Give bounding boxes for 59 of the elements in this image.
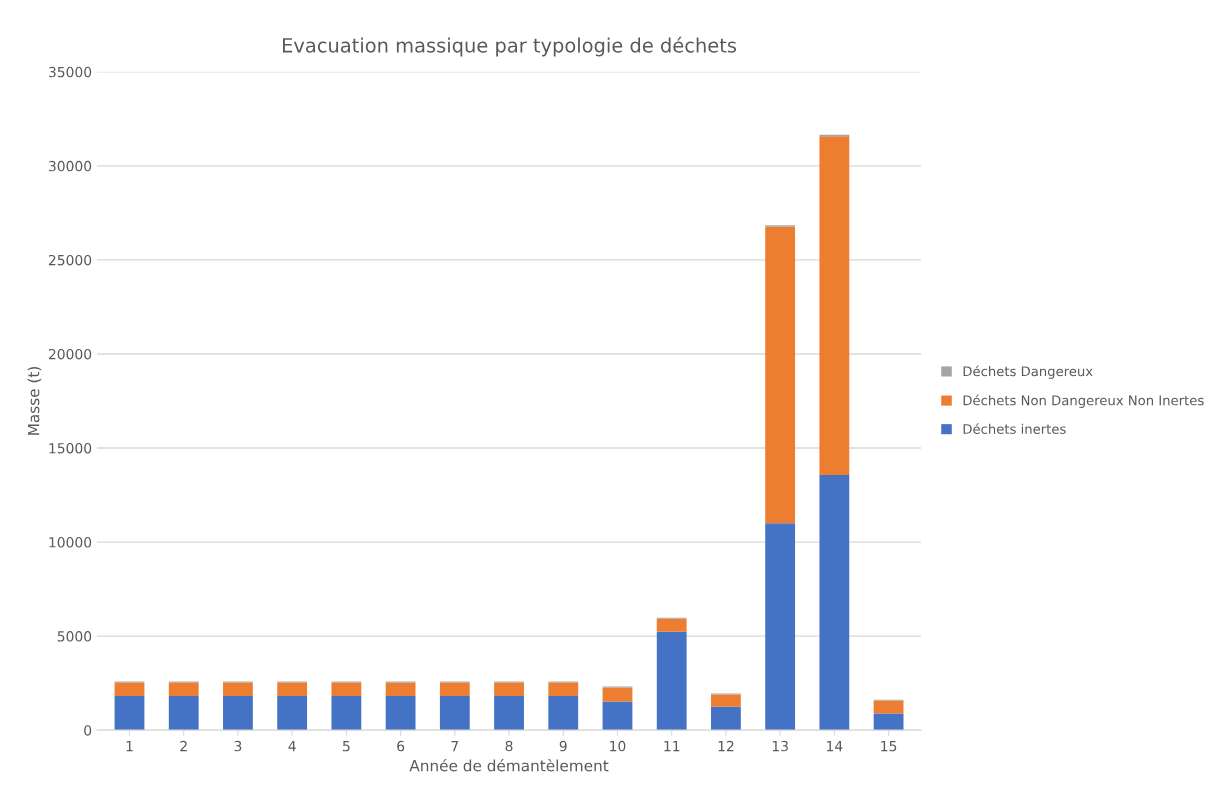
bar [277,682,308,696]
bar [711,706,741,731]
bar [765,523,796,731]
x-axis-title: Année de démantèlement [409,758,609,772]
bar [168,682,199,696]
chart-title: Evacuation massique par typologie de déchets [282,36,737,57]
y-axis-title: Masse (t) [27,366,42,435]
bar [277,695,308,731]
bar [656,631,687,731]
bar [331,695,362,731]
bar [385,682,416,696]
bar [494,682,524,696]
bar [873,700,904,714]
x-tick-label: 15 [881,741,897,752]
bar [602,701,633,731]
bar [602,687,633,702]
x-tick-label: 12 [718,740,734,752]
bar [548,682,579,696]
y-tick-label: 30000 [48,160,92,172]
bar [223,695,253,731]
bar [114,695,145,731]
bar [873,713,904,731]
x-tick-label: 9 [559,740,567,752]
bar [548,695,579,731]
bar [223,682,253,696]
x-tick-label: 14 [827,741,843,752]
bar [439,682,470,696]
bar [114,682,145,696]
legend-label: Déchets Dangereux [963,365,1093,379]
x-tick-label: 2 [180,740,187,752]
x-tick-label: 7 [451,741,459,752]
x-tick-label: 5 [343,741,350,752]
x-tick-label: 6 [397,740,405,752]
x-tick-label: 13 [772,740,788,752]
bar [439,695,470,731]
x-tick-label: 4 [288,741,296,752]
bar [331,682,362,696]
bar [711,694,741,707]
y-tick-label: 0 [84,725,92,736]
y-tick-label: 20000 [48,348,92,360]
x-tick-label: 11 [664,741,680,752]
bar [819,136,850,475]
y-tick-label: 25000 [48,254,92,266]
y-tick-label: 15000 [49,442,92,454]
y-tick-label: 10000 [49,537,92,548]
x-tick-label: 1 [126,741,133,752]
bar [656,618,687,632]
bar [819,474,850,731]
x-tick-label: 8 [505,740,513,752]
x-tick-label: 3 [234,740,242,752]
y-tick-label: 35000 [48,66,92,78]
x-tick-label: 10 [610,740,626,752]
bar [385,695,416,731]
legend-label: Déchets inertes [963,423,1066,434]
bar [168,695,199,731]
legend-label: Déchets Non Dangereux Non Inertes [963,394,1204,408]
y-tick-label: 5000 [57,631,92,642]
bar [494,695,524,731]
bar [765,226,796,524]
